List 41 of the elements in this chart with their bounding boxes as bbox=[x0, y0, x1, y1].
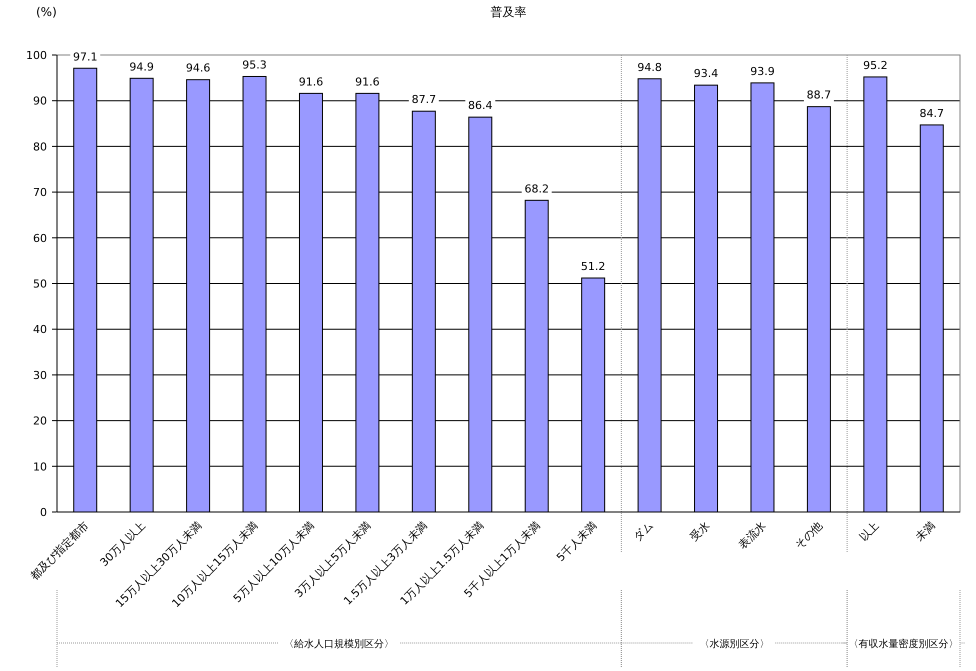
x-tick-label: 30万人以上 bbox=[98, 518, 148, 570]
text: 〈水源別区分〉 bbox=[699, 638, 770, 650]
data-label: 94.8 bbox=[637, 60, 662, 74]
x-tick-label: 未満 bbox=[913, 518, 938, 544]
x-tick-label: 受水 bbox=[687, 518, 712, 544]
text: 〈給水人口規模別区分〉 bbox=[284, 638, 394, 650]
x-tick-label: 表流水 bbox=[736, 518, 769, 552]
data-label: 68.2 bbox=[524, 182, 549, 196]
data-label: 94.6 bbox=[186, 62, 210, 75]
y-tick-label: 50 bbox=[33, 278, 47, 290]
data-label: 93.9 bbox=[750, 64, 775, 78]
y-tick-label: 0 bbox=[40, 506, 47, 519]
x-tick-label: その他 bbox=[792, 518, 826, 552]
data-label: 91.6 bbox=[355, 75, 380, 88]
y-tick-label: 80 bbox=[33, 140, 47, 154]
data-label: 95.2 bbox=[863, 58, 888, 72]
data-label: 94.9 bbox=[129, 60, 154, 74]
data-label: 93.4 bbox=[694, 67, 718, 80]
y-tick-label: 20 bbox=[33, 414, 47, 428]
data-label: 91.6 bbox=[298, 75, 324, 88]
data-label: 86.4 bbox=[468, 99, 493, 112]
x-tick-label: 以上 bbox=[856, 518, 882, 544]
y-tick-label: 90 bbox=[33, 94, 47, 108]
data-label: 84.7 bbox=[920, 106, 944, 120]
y-tick-label: 40 bbox=[33, 323, 47, 336]
data-label: 97.1 bbox=[72, 50, 98, 64]
x-tick-label: ダム bbox=[630, 518, 656, 544]
y-tick-label: 10 bbox=[33, 460, 47, 474]
x-tick-label: 都及び指定都市 bbox=[28, 518, 92, 583]
data-label: 95.3 bbox=[242, 58, 267, 72]
y-tick-label: 100 bbox=[26, 49, 47, 62]
y-tick-label: 60 bbox=[33, 232, 47, 245]
text: 〈有収水量密度別区分〉 bbox=[848, 638, 959, 650]
y-tick-label: 30 bbox=[33, 368, 47, 382]
y-tick-label: 70 bbox=[33, 186, 47, 200]
x-tick-label: 5千人未満 bbox=[554, 518, 600, 564]
chart-title: 普及率 bbox=[490, 5, 526, 19]
data-label: 88.7 bbox=[806, 88, 832, 102]
y-axis-title: (%) bbox=[36, 5, 57, 19]
data-label: 87.7 bbox=[412, 93, 436, 106]
data-label: 51.2 bbox=[580, 260, 606, 274]
